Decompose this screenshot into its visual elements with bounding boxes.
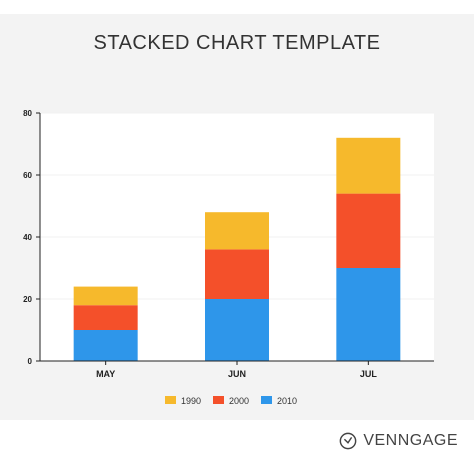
- y-tick-label: 80: [23, 109, 32, 118]
- bar-segment-jun-2010: [205, 299, 269, 361]
- bar-segment-jun-2000: [205, 249, 269, 299]
- legend-swatch-2010: [261, 396, 272, 404]
- x-category-label: MAY: [96, 369, 115, 379]
- y-tick-label: 60: [23, 171, 32, 180]
- bar-segment-jul-2000: [336, 193, 401, 268]
- bar-segment-jun-1990: [205, 212, 269, 250]
- x-axis-categories: MAY JUN JUL: [96, 361, 377, 379]
- y-tick-label: 40: [23, 233, 32, 242]
- y-axis-ticks: 0 20 40 60 80: [23, 109, 40, 366]
- bar-segment-jul-2010: [336, 268, 401, 361]
- bars: [73, 137, 401, 361]
- x-category-label: JUN: [228, 369, 246, 379]
- brand-name: VENNGAGE: [363, 432, 458, 449]
- title-band: [0, 14, 474, 78]
- legend-swatch-1990: [165, 396, 176, 404]
- chart-title: STACKED CHART TEMPLATE: [93, 32, 381, 54]
- x-category-label: JUL: [360, 369, 378, 379]
- brand: VENNGAGE: [339, 430, 458, 452]
- bar-segment-jul-1990: [336, 137, 401, 194]
- y-tick-label: 20: [23, 295, 32, 304]
- legend-label-2000: 2000: [229, 396, 249, 406]
- y-tick-label: 0: [28, 357, 33, 366]
- bar-segment-may-2000: [73, 305, 138, 330]
- legend-label-2010: 2010: [277, 396, 297, 406]
- bar-segment-may-2010: [73, 330, 138, 361]
- bar-segment-may-1990: [73, 286, 138, 306]
- stacked-bar-chart: 0 20 40 60 80 MAY JUN JUL 1990 2000 2010: [23, 109, 434, 406]
- legend: 1990 2000 2010: [165, 396, 297, 406]
- legend-swatch-2000: [213, 396, 224, 404]
- venngage-logo-icon: [339, 432, 357, 450]
- footer: [0, 420, 474, 474]
- chart-panel: 0 20 40 60 80 MAY JUN JUL 1990 2000 2010: [0, 78, 474, 420]
- legend-label-1990: 1990: [181, 396, 201, 406]
